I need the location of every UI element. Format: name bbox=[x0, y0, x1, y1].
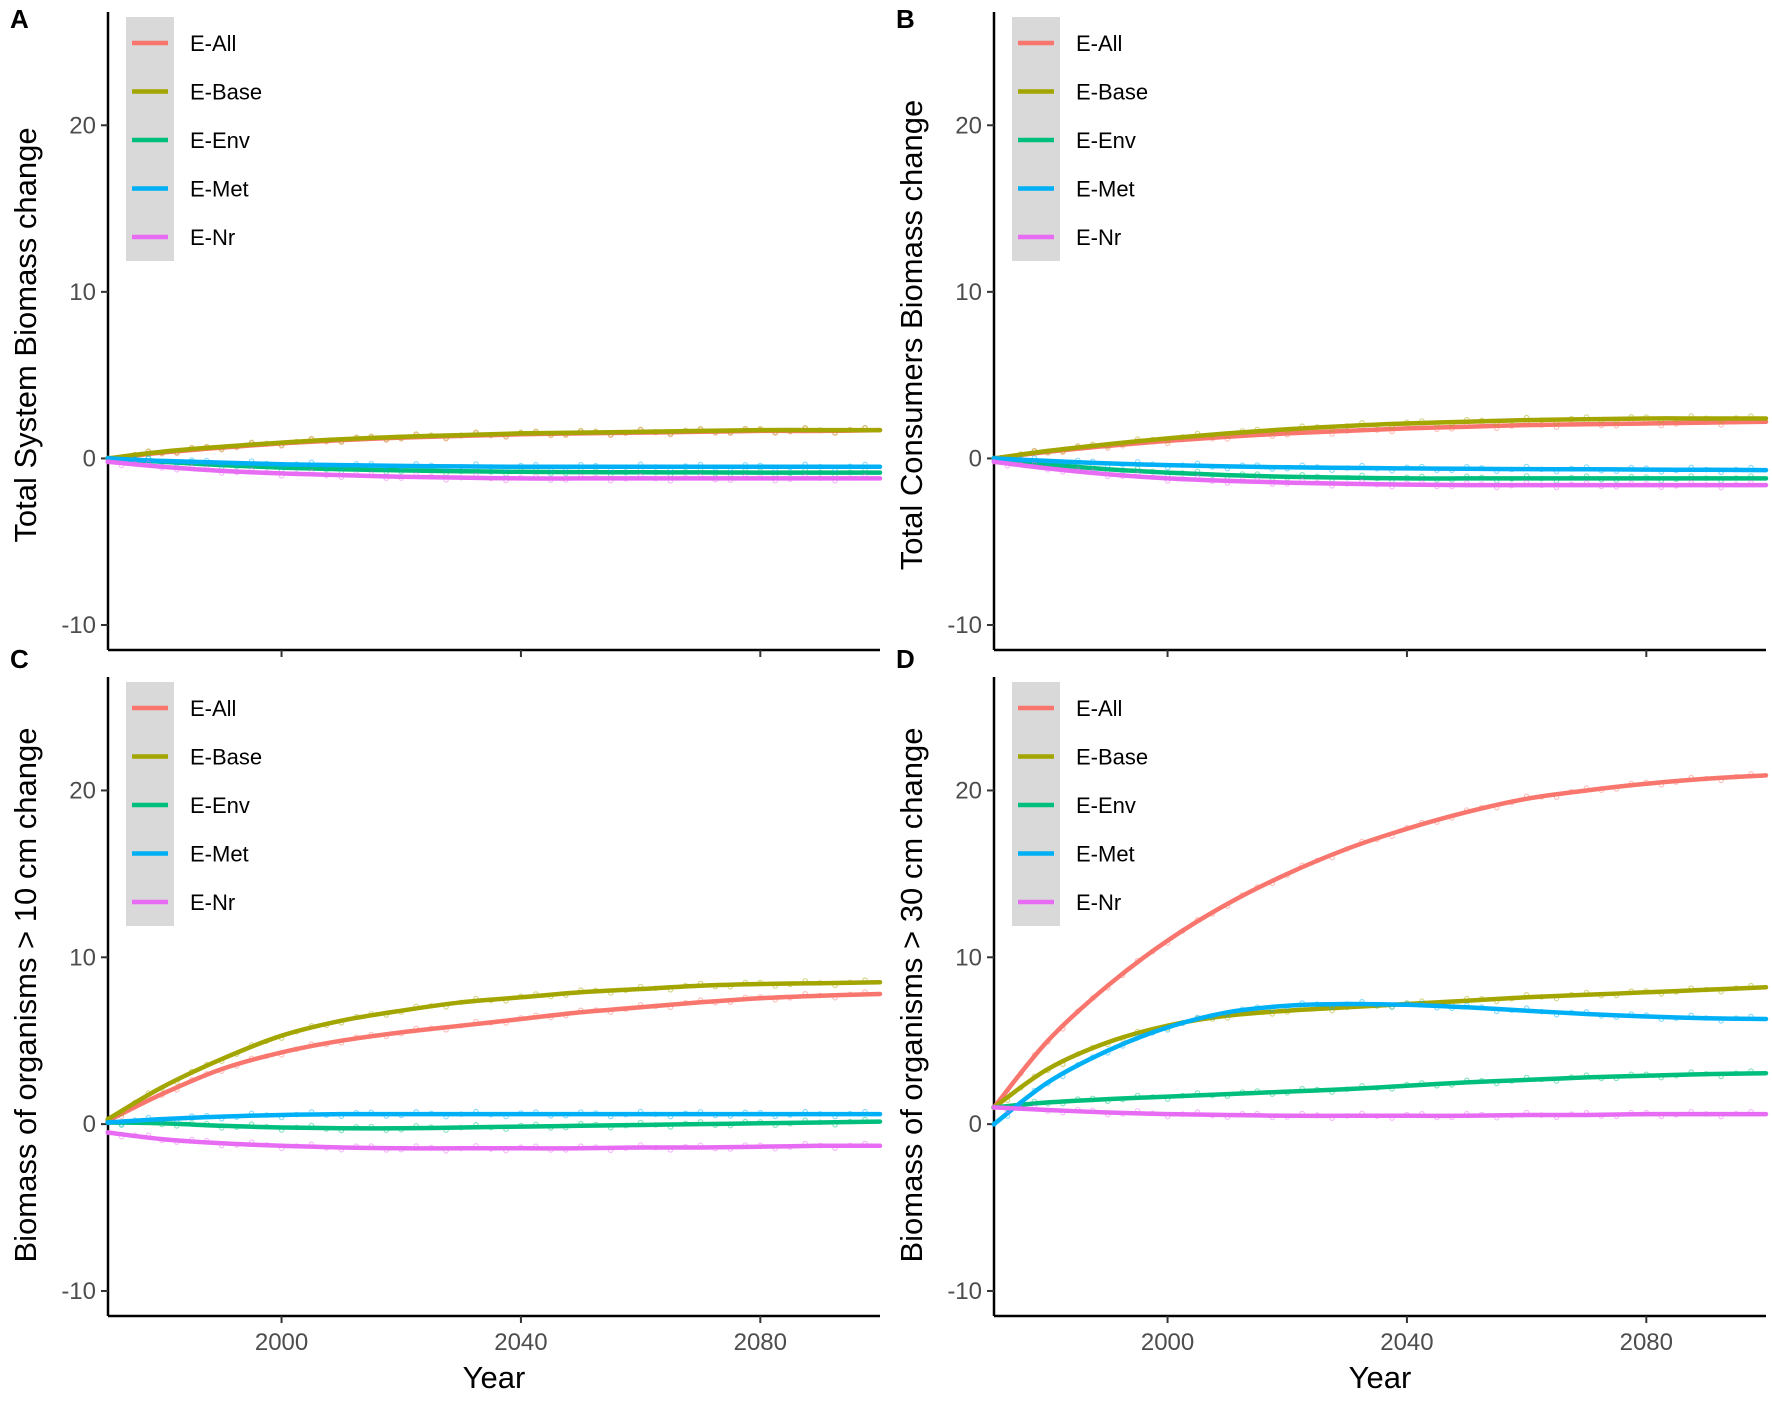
y-tick-label: 20 bbox=[955, 112, 982, 139]
series-line bbox=[105, 980, 883, 1122]
series-e-met bbox=[991, 455, 1769, 476]
legend-label: E-Env bbox=[190, 793, 250, 818]
legend-label: E-Nr bbox=[1076, 225, 1121, 250]
y-axis-title: Total Consumers Biomass change bbox=[894, 100, 929, 570]
legend-label: E-All bbox=[190, 696, 236, 721]
series-line bbox=[991, 416, 1769, 461]
panel-letter: D bbox=[896, 644, 915, 674]
legend: E-All E-Base E-Env E-Met E-Nr bbox=[1012, 17, 1148, 261]
legend-label: E-All bbox=[190, 31, 236, 56]
y-tick-label: 10 bbox=[69, 944, 96, 971]
y-tick-label: 0 bbox=[969, 1111, 982, 1138]
legend: E-All E-Base E-Env E-Met E-Nr bbox=[126, 17, 262, 261]
panel-letter: A bbox=[10, 4, 29, 34]
legend-label: E-Nr bbox=[190, 890, 235, 915]
series-line bbox=[991, 419, 1769, 461]
x-axis-title: Year bbox=[1349, 1360, 1412, 1395]
series-e-met bbox=[105, 1108, 883, 1127]
legend-label: E-Env bbox=[190, 128, 250, 153]
x-tick-label: 2080 bbox=[1620, 1329, 1673, 1356]
y-tick-label: 10 bbox=[69, 279, 96, 306]
series-e-nr bbox=[105, 1129, 883, 1154]
x-tick-label: 2040 bbox=[494, 1329, 547, 1356]
x-tick-label: 2040 bbox=[1380, 1329, 1433, 1356]
x-axis-title: Year bbox=[463, 1360, 526, 1395]
legend-label: E-All bbox=[1076, 31, 1122, 56]
series-e-all bbox=[105, 989, 883, 1124]
legend-label: E-Base bbox=[1076, 80, 1148, 105]
y-tick-label: 20 bbox=[955, 777, 982, 804]
series-e-env bbox=[991, 1068, 1769, 1112]
legend-label: E-Env bbox=[1076, 793, 1136, 818]
y-tick-label: -10 bbox=[947, 612, 982, 639]
series-e-nr bbox=[991, 458, 1769, 491]
y-tick-label: 20 bbox=[69, 777, 96, 804]
panel-c: C -10 0 10 20 2000 2040 2080 Year Biomass of orga… bbox=[8, 644, 883, 1395]
series-line bbox=[105, 456, 883, 475]
y-tick-label: 0 bbox=[83, 1111, 96, 1138]
panel-a: A -10 0 10 20 Total System Biomass change E-Al… bbox=[8, 4, 883, 657]
series-e-all bbox=[991, 771, 1769, 1111]
y-tick-label: -10 bbox=[61, 1278, 96, 1305]
series-e-env bbox=[105, 1116, 883, 1134]
legend-label: E-Nr bbox=[1076, 890, 1121, 915]
legend-label: E-Env bbox=[1076, 128, 1136, 153]
series-line bbox=[105, 427, 883, 461]
series-e-base bbox=[105, 424, 883, 463]
legend-label: E-Nr bbox=[190, 225, 235, 250]
y-tick-label: 10 bbox=[955, 944, 982, 971]
y-tick-label: -10 bbox=[947, 1278, 982, 1305]
legend-label: E-Base bbox=[190, 80, 262, 105]
legend: E-All E-Base E-Env E-Met E-Nr bbox=[126, 682, 262, 926]
y-tick-label: 20 bbox=[69, 112, 96, 139]
series-line bbox=[105, 991, 883, 1124]
series-line bbox=[105, 1111, 883, 1125]
legend-label: E-Met bbox=[190, 842, 249, 867]
series-line bbox=[991, 773, 1769, 1110]
legend: E-All E-Base E-Env E-Met E-Nr bbox=[1012, 682, 1148, 926]
legend-label: E-Met bbox=[1076, 842, 1135, 867]
series-line bbox=[105, 456, 883, 470]
series-line bbox=[991, 1070, 1769, 1110]
series-e-nr bbox=[991, 1104, 1769, 1122]
y-axis-title: Total System Biomass change bbox=[8, 127, 43, 542]
series-line bbox=[991, 456, 1769, 473]
y-tick-label: -10 bbox=[61, 612, 96, 639]
panel-letter: B bbox=[896, 4, 915, 34]
panel-b: B -10 0 10 20 Total Consumers Biomass change E… bbox=[894, 4, 1769, 657]
legend-label: E-Base bbox=[1076, 745, 1148, 770]
series-line bbox=[991, 459, 1769, 488]
series-e-base bbox=[991, 413, 1769, 462]
x-tick-label: 2080 bbox=[734, 1329, 787, 1356]
y-tick-label: 10 bbox=[955, 279, 982, 306]
legend-label: E-Met bbox=[1076, 177, 1135, 202]
y-tick-label: 0 bbox=[83, 445, 96, 472]
x-tick-label: 2000 bbox=[255, 1329, 308, 1356]
panel-letter: C bbox=[10, 644, 29, 674]
y-axis-title: Biomass of organisms > 30 cm change bbox=[894, 727, 929, 1262]
series-line bbox=[105, 459, 883, 481]
series-e-base bbox=[105, 977, 883, 1122]
series-line bbox=[991, 1105, 1769, 1119]
series-e-met bbox=[991, 998, 1769, 1127]
series-line bbox=[105, 1119, 883, 1131]
y-axis-title: Biomass of organisms > 10 cm change bbox=[8, 727, 43, 1262]
series-line bbox=[991, 456, 1769, 481]
series-line bbox=[991, 1001, 1769, 1127]
legend-label: E-Base bbox=[190, 745, 262, 770]
series-line bbox=[105, 1130, 883, 1151]
legend-label: E-All bbox=[1076, 696, 1122, 721]
legend-label: E-Met bbox=[190, 177, 249, 202]
y-tick-label: 0 bbox=[969, 445, 982, 472]
panel-d: D -10 0 10 20 2000 2040 2080 Year Biomass of orga… bbox=[894, 644, 1769, 1395]
x-tick-label: 2000 bbox=[1141, 1329, 1194, 1356]
series-e-nr bbox=[105, 458, 883, 484]
